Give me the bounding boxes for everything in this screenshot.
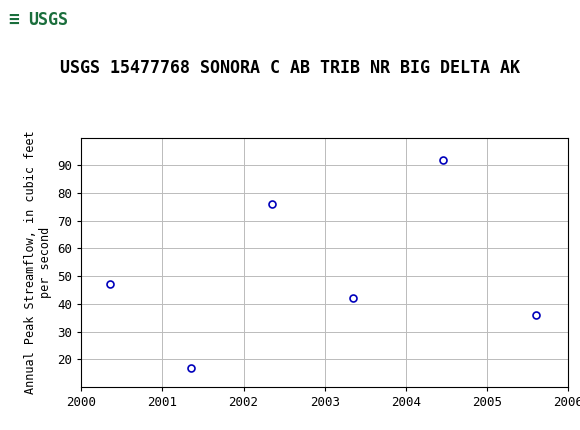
Text: USGS: USGS	[28, 11, 68, 29]
Text: USGS 15477768 SONORA C AB TRIB NR BIG DELTA AK: USGS 15477768 SONORA C AB TRIB NR BIG DE…	[60, 59, 520, 77]
Text: ≡: ≡	[8, 11, 19, 29]
FancyBboxPatch shape	[4, 4, 94, 36]
Y-axis label: Annual Peak Streamflow, in cubic feet
per second: Annual Peak Streamflow, in cubic feet pe…	[24, 130, 52, 394]
